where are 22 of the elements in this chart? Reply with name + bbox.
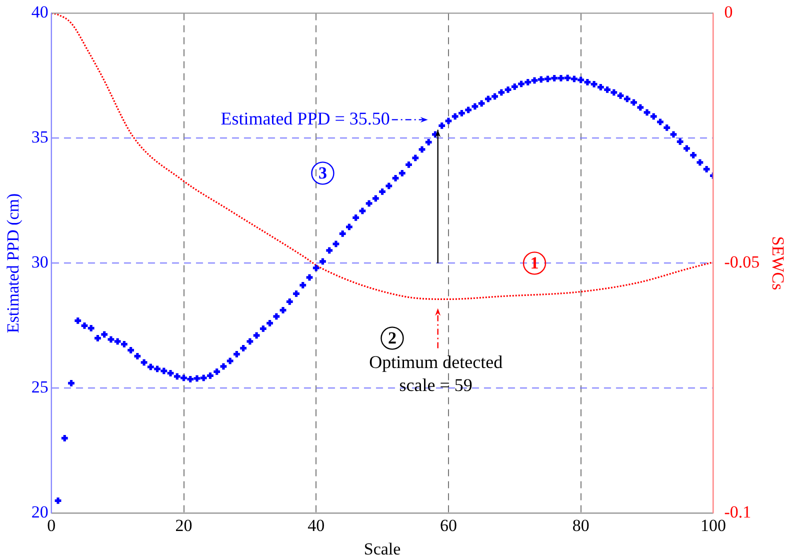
annotation: 1 bbox=[530, 254, 539, 273]
y-tick-label: 30 bbox=[31, 252, 48, 272]
y2-tick-label: -0.1 bbox=[724, 502, 752, 522]
annotation: 2 bbox=[388, 328, 396, 348]
x-tick-label: 20 bbox=[175, 516, 192, 535]
x-tick-label: 0 bbox=[47, 516, 56, 535]
y-tick-label: 40 bbox=[31, 2, 48, 22]
y2-tick-label: -0.05 bbox=[724, 252, 760, 272]
y-tick-label: 35 bbox=[31, 128, 48, 147]
y-axis-title: Estimated PPD (cm) bbox=[4, 193, 23, 334]
y2-axis-title: SEWCs bbox=[768, 236, 788, 290]
x-tick-label: 60 bbox=[440, 516, 457, 535]
annotation: Optimum detected scale = 59 bbox=[369, 352, 503, 395]
y-tick-label: 25 bbox=[31, 378, 48, 397]
annotation: Estimated PPD = 35.50 bbox=[220, 108, 390, 128]
y-tick-label: 20 bbox=[31, 502, 48, 522]
x-tick-label: 40 bbox=[308, 516, 325, 535]
x-tick-label: 80 bbox=[572, 516, 590, 535]
annotation: 3 bbox=[318, 164, 327, 183]
x-axis-title: Scale bbox=[364, 539, 401, 558]
y2-tick-label: 0 bbox=[724, 2, 733, 22]
x-tick-label: 100 bbox=[700, 516, 726, 535]
